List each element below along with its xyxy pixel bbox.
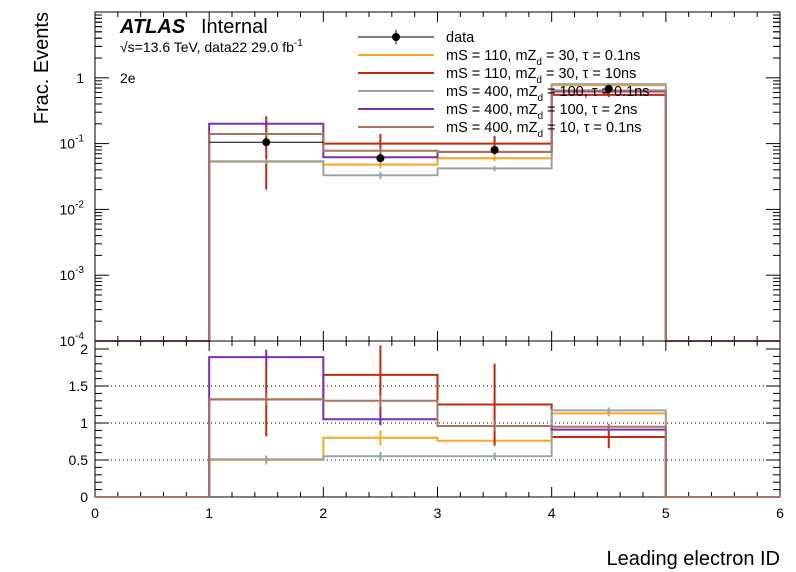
y-tick-label: 10-3 <box>60 265 85 283</box>
histogram-line <box>95 89 780 342</box>
legend-label: mS = 400, mZd = 100, τ = 2ns <box>446 102 637 122</box>
ratio-panel <box>94 340 781 498</box>
legend-marker-data <box>392 33 400 41</box>
data-point <box>490 145 499 154</box>
x-tick-label: 3 <box>434 505 442 521</box>
legend-label: mS = 400, mZd = 10, τ = 0.1ns <box>446 120 641 140</box>
channel-label: 2e <box>120 70 136 86</box>
ratio-y-tick-label: 0 <box>80 489 88 505</box>
data-point <box>604 84 613 93</box>
main-panel <box>94 11 781 342</box>
atlas-label: ATLAS <box>119 16 186 38</box>
y-tick-label: 10-1 <box>60 134 85 152</box>
x-tick-label: 0 <box>91 505 99 521</box>
y-tick-label: 10-2 <box>60 199 85 217</box>
y-axis-title: Frac. Events <box>31 12 53 124</box>
x-tick-label: 1 <box>205 505 213 521</box>
y-tick-label: 1 <box>76 70 84 86</box>
x-tick-label: 4 <box>548 505 556 521</box>
legend-label: mS = 400, mZd = 100, τ = 0.1ns <box>446 84 650 104</box>
ratio-y-tick-label: 1 <box>80 415 88 431</box>
x-axis-title: Leading electron ID <box>607 548 780 570</box>
x-tick-label: 6 <box>776 505 784 521</box>
ratio-y-tick-label: 1.5 <box>69 378 89 394</box>
y-tick-label: 10-4 <box>60 331 85 349</box>
energy-info: √s=13.6 TeV, data22 29.0 fb-1 <box>120 38 303 55</box>
ratio-line <box>95 398 780 498</box>
ratio-y-tick-label: 2 <box>80 341 88 357</box>
ratio-y-tick-label: 0.5 <box>69 452 89 468</box>
data-point <box>262 138 271 147</box>
x-tick-label: 2 <box>319 505 327 521</box>
atlas-status: Internal <box>201 16 268 38</box>
data-point <box>376 154 385 163</box>
chart-labels: 0 1 2 3 4 5 6 10-4 10-3 10-2 10-1 1 0 0.5 1 1.5 2 Leading… <box>31 12 784 570</box>
legend-label: mS = 110, mZd = 30, τ = 10ns <box>446 66 636 86</box>
legend-label: mS = 110, mZd = 30, τ = 0.1ns <box>446 48 640 68</box>
x-tick-label: 5 <box>662 505 670 521</box>
legend-label-data: data <box>446 30 475 46</box>
